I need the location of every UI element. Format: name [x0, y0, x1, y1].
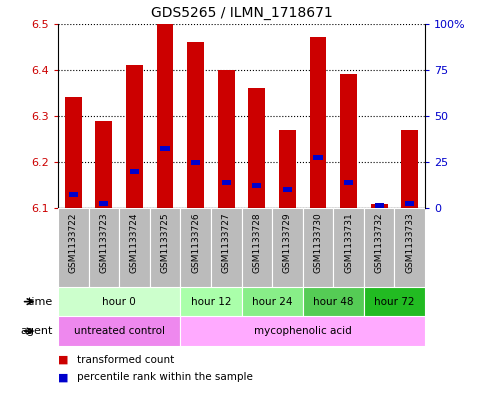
Bar — [310, 37, 327, 208]
Text: untreated control: untreated control — [73, 326, 165, 336]
Text: GSM1133723: GSM1133723 — [99, 212, 108, 273]
Bar — [119, 208, 150, 287]
Text: hour 48: hour 48 — [313, 297, 354, 307]
Bar — [340, 74, 357, 208]
Bar — [344, 180, 353, 185]
Text: hour 72: hour 72 — [374, 297, 415, 307]
Text: ■: ■ — [58, 372, 69, 382]
Bar — [333, 208, 364, 287]
Text: ■: ■ — [58, 354, 69, 365]
Bar — [126, 65, 143, 208]
Bar — [303, 208, 333, 287]
Title: GDS5265 / ILMN_1718671: GDS5265 / ILMN_1718671 — [151, 6, 332, 20]
Bar — [130, 169, 139, 174]
Text: GSM1133732: GSM1133732 — [375, 212, 384, 273]
Text: GSM1133731: GSM1133731 — [344, 212, 353, 273]
Bar — [364, 208, 395, 287]
Bar — [58, 316, 180, 346]
Text: GSM1133725: GSM1133725 — [160, 212, 170, 273]
Text: GSM1133733: GSM1133733 — [405, 212, 414, 273]
Bar — [364, 287, 425, 316]
Bar — [405, 201, 414, 206]
Text: time: time — [28, 297, 53, 307]
Bar — [58, 208, 88, 287]
Text: GSM1133727: GSM1133727 — [222, 212, 231, 273]
Bar — [180, 316, 425, 346]
Text: GSM1133724: GSM1133724 — [130, 212, 139, 273]
Bar — [180, 287, 242, 316]
Text: GSM1133729: GSM1133729 — [283, 212, 292, 273]
Bar — [371, 204, 387, 208]
Bar — [150, 208, 180, 287]
Bar — [395, 208, 425, 287]
Bar — [303, 287, 364, 316]
Bar — [156, 24, 173, 208]
Text: hour 24: hour 24 — [252, 297, 292, 307]
Bar — [242, 208, 272, 287]
Text: hour 0: hour 0 — [102, 297, 136, 307]
Text: GSM1133722: GSM1133722 — [69, 212, 78, 273]
Bar — [99, 201, 109, 206]
Bar — [252, 183, 261, 188]
Bar — [180, 208, 211, 287]
Bar — [272, 208, 303, 287]
Text: percentile rank within the sample: percentile rank within the sample — [77, 372, 253, 382]
Text: GSM1133728: GSM1133728 — [252, 212, 261, 273]
Bar — [218, 70, 235, 208]
Bar — [96, 121, 112, 208]
Bar — [58, 287, 180, 316]
Bar — [279, 130, 296, 208]
Bar — [401, 130, 418, 208]
Bar — [313, 155, 323, 160]
Bar — [248, 88, 265, 208]
Bar — [191, 160, 200, 165]
Text: transformed count: transformed count — [77, 354, 174, 365]
Bar — [283, 187, 292, 192]
Bar — [187, 42, 204, 208]
Text: GSM1133726: GSM1133726 — [191, 212, 200, 273]
Text: agent: agent — [21, 326, 53, 336]
Bar — [242, 287, 303, 316]
Text: GSM1133730: GSM1133730 — [313, 212, 323, 273]
Bar — [222, 180, 231, 185]
Bar — [211, 208, 242, 287]
Text: hour 12: hour 12 — [191, 297, 231, 307]
Bar — [160, 146, 170, 151]
Text: mycophenolic acid: mycophenolic acid — [254, 326, 352, 336]
Bar — [374, 204, 384, 209]
Bar — [65, 97, 82, 208]
Bar — [88, 208, 119, 287]
Bar — [69, 192, 78, 197]
